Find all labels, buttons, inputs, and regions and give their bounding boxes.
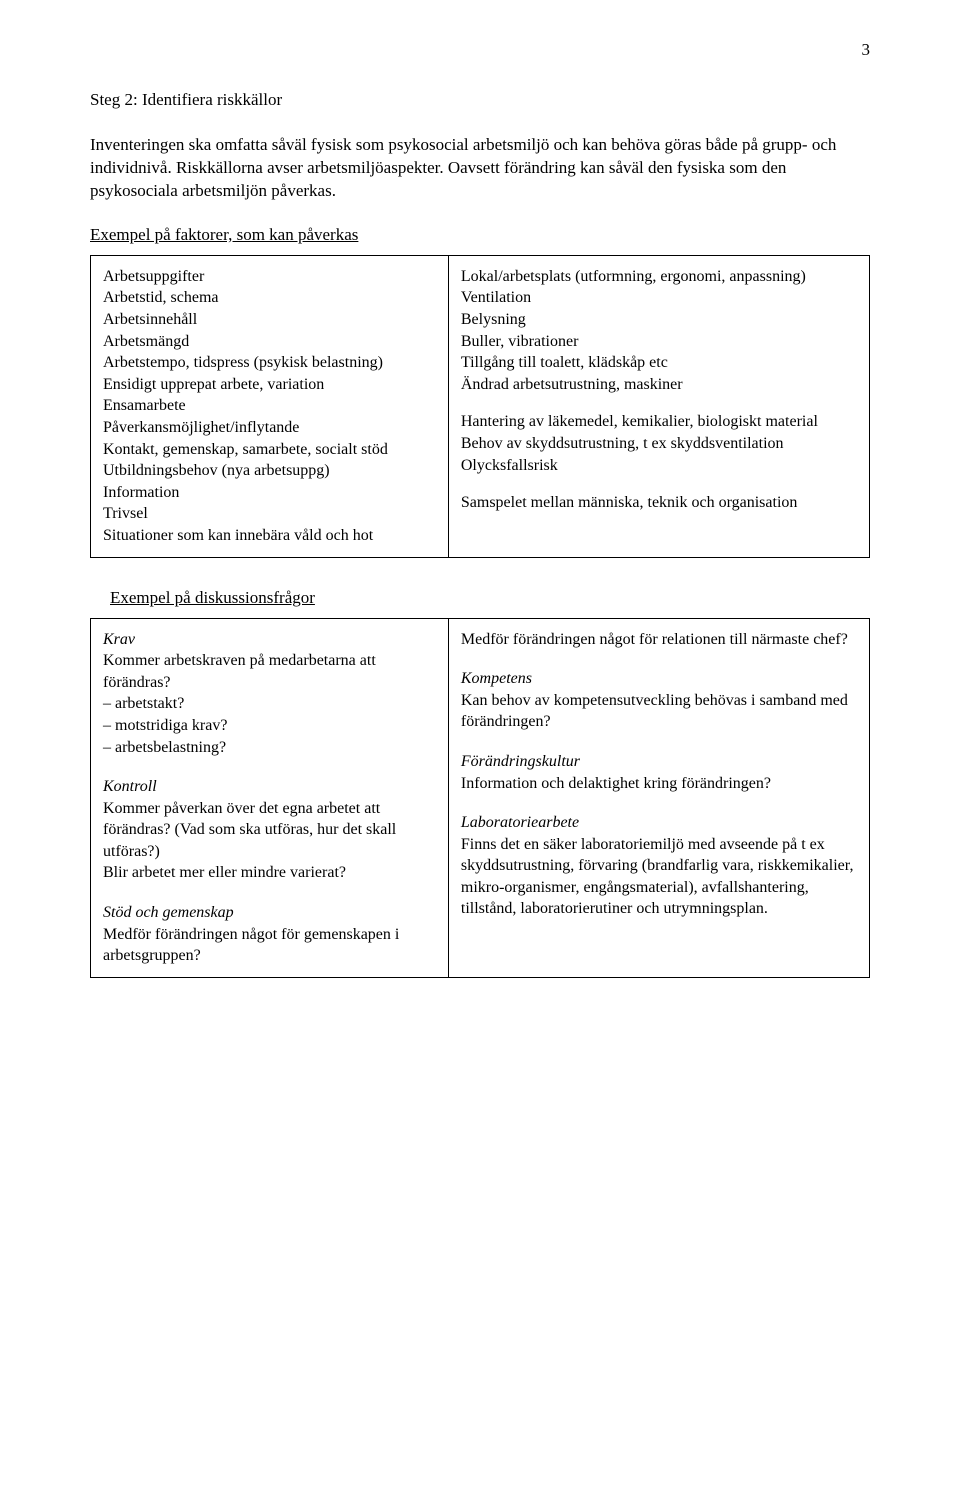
step-title: Steg 2: Identifiera riskkällor: [90, 90, 870, 110]
discussion-block-kontroll: Kontroll Kommer påverkan över det egna a…: [103, 776, 436, 884]
factor-item: Arbetstempo, tidspress (psykisk belastni…: [103, 352, 436, 374]
factors-table: Arbetsuppgifter Arbetstid, schema Arbets…: [90, 255, 870, 558]
factor-item: Trivsel: [103, 503, 436, 525]
factor-item: Buller, vibrationer: [461, 331, 857, 353]
discussion-left-column: Krav Kommer arbetskraven på medarbetarna…: [91, 619, 449, 977]
block-title: Stöd och gemenskap: [103, 902, 436, 924]
block-line: – arbetstakt?: [103, 693, 436, 715]
factor-item: Arbetsinnehåll: [103, 309, 436, 331]
factors-left-column: Arbetsuppgifter Arbetstid, schema Arbets…: [91, 256, 449, 557]
factor-item: Olycksfallsrisk: [461, 455, 857, 477]
factor-item: Ensamarbete: [103, 395, 436, 417]
page-number: 3: [862, 40, 871, 60]
factor-item: Arbetsuppgifter: [103, 266, 436, 288]
discussion-block-stod: Stöd och gemenskap Medför förändringen n…: [103, 902, 436, 967]
factor-item: Utbildningsbehov (nya arbetsuppg): [103, 460, 436, 482]
factor-item: Hantering av läkemedel, kemikalier, biol…: [461, 411, 857, 433]
factor-item: Arbetsmängd: [103, 331, 436, 353]
discussion-block-relation: Medför förändringen något för relationen…: [461, 629, 857, 651]
discussion-block-forandring: Förändringskultur Information och delakt…: [461, 751, 857, 794]
factors-right-column: Lokal/arbetsplats (utformning, ergonomi,…: [449, 256, 869, 557]
factor-item: Ensidigt upprepat arbete, variation: [103, 374, 436, 396]
block-line: – motstridiga krav?: [103, 715, 436, 737]
factors-heading: Exempel på faktorer, som kan påverkas: [90, 225, 870, 245]
block-line: Medför förändringen något för relationen…: [461, 629, 857, 651]
block-line: Medför förändringen något för gemenskape…: [103, 924, 436, 967]
factor-item: Påverkansmöjlighet/inflytande: [103, 417, 436, 439]
block-line: Kan behov av kompetensutveckling behövas…: [461, 690, 857, 733]
block-line: Information och delaktighet kring föränd…: [461, 773, 857, 795]
factor-item: Behov av skyddsutrustning, t ex skyddsve…: [461, 433, 857, 455]
discussion-right-column: Medför förändringen något för relationen…: [449, 619, 869, 977]
factor-item: Ändrad arbetsutrustning, maskiner: [461, 374, 857, 396]
intro-paragraph: Inventeringen ska omfatta såväl fysisk s…: [90, 134, 870, 203]
factor-item: Samspelet mellan människa, teknik och or…: [461, 492, 857, 514]
factor-item: Ventilation: [461, 287, 857, 309]
block-title: Laboratoriearbete: [461, 812, 857, 834]
document-page: 3 Steg 2: Identifiera riskkällor Invente…: [0, 0, 960, 1507]
block-line: Finns det en säker laboratoriemiljö med …: [461, 834, 857, 920]
factor-item: Information: [103, 482, 436, 504]
factor-item: Belysning: [461, 309, 857, 331]
discussion-block-laboratorie: Laboratoriearbete Finns det en säker lab…: [461, 812, 857, 920]
factor-item: Tillgång till toalett, klädskåp etc: [461, 352, 857, 374]
discussion-block-kompetens: Kompetens Kan behov av kompetensutveckli…: [461, 668, 857, 733]
discussion-heading: Exempel på diskussionsfrågor: [90, 588, 870, 608]
block-title: Kontroll: [103, 776, 436, 798]
factor-item: Lokal/arbetsplats (utformning, ergonomi,…: [461, 266, 857, 288]
factor-item: Situationer som kan innebära våld och ho…: [103, 525, 436, 547]
block-title: Förändringskultur: [461, 751, 857, 773]
block-title: Krav: [103, 629, 436, 651]
block-title: Kompetens: [461, 668, 857, 690]
block-line: Blir arbetet mer eller mindre varierat?: [103, 862, 436, 884]
discussion-table: Krav Kommer arbetskraven på medarbetarna…: [90, 618, 870, 978]
block-line: Kommer påverkan över det egna arbetet at…: [103, 798, 436, 863]
block-line: Kommer arbetskraven på medarbetarna att …: [103, 650, 436, 693]
factor-item: Arbetstid, schema: [103, 287, 436, 309]
discussion-block-krav: Krav Kommer arbetskraven på medarbetarna…: [103, 629, 436, 759]
factor-item: Kontakt, gemenskap, samarbete, socialt s…: [103, 439, 436, 461]
block-line: – arbetsbelastning?: [103, 737, 436, 759]
